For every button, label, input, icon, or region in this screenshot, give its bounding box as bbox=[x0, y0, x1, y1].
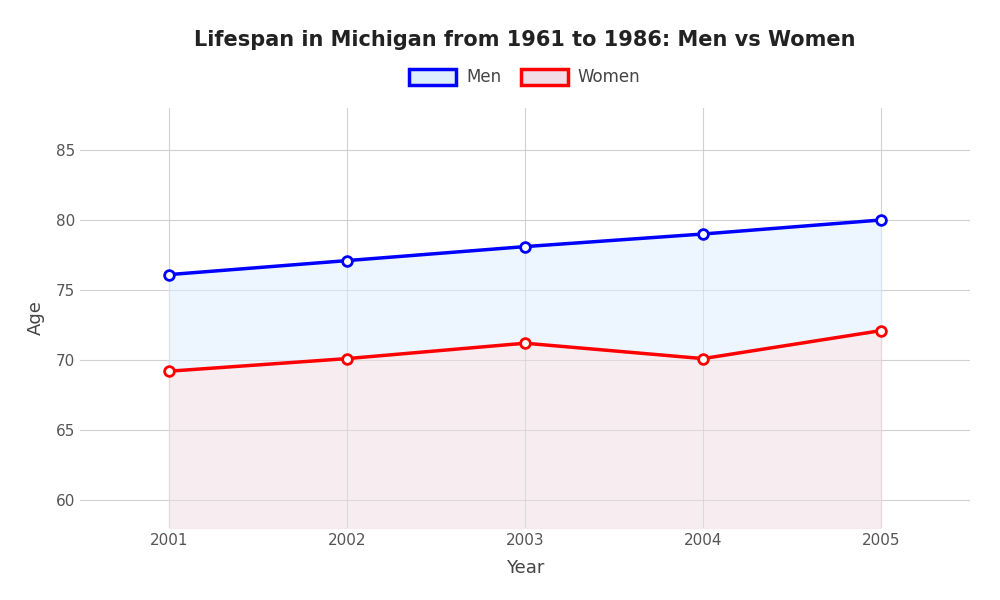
X-axis label: Year: Year bbox=[506, 559, 544, 577]
Y-axis label: Age: Age bbox=[27, 301, 45, 335]
Legend: Men, Women: Men, Women bbox=[403, 62, 647, 93]
Title: Lifespan in Michigan from 1961 to 1986: Men vs Women: Lifespan in Michigan from 1961 to 1986: … bbox=[194, 29, 856, 49]
